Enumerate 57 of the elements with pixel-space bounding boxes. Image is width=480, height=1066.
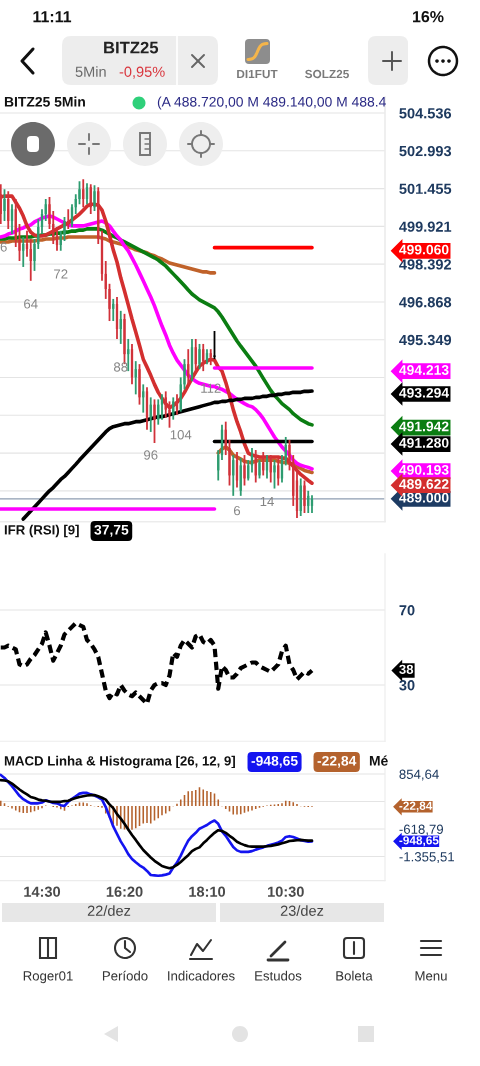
text: 37,75 <box>94 524 129 537</box>
y-tick-label: 495.349 <box>399 334 452 346</box>
y-tick-label: 854,64 <box>399 769 439 781</box>
chart-subtitle: (A 488.720,00 M 489.140,00 M 488.4 <box>157 96 386 110</box>
text: Roger01 <box>23 971 73 984</box>
x-tick-label: 16:20 <box>106 886 143 897</box>
text: Estudos <box>255 970 302 981</box>
text: Boleta <box>336 970 373 981</box>
x-tick-label: 14:30 <box>24 886 61 897</box>
y2-tick-label: 489.622 <box>399 479 449 489</box>
text: -948,65 <box>251 755 298 768</box>
text: -0,95% <box>119 66 165 79</box>
y-tick-label: -1.355,51 <box>399 852 454 864</box>
chart-title: MACD Linha & Histograma [26, 12, 9] <box>4 755 235 769</box>
text: 23/dez <box>280 905 324 916</box>
y-tick-label: 499.921 <box>399 221 452 232</box>
chart-title: IFR (RSI) [9] <box>4 524 79 538</box>
ref-line-label: 489.000 <box>399 492 449 503</box>
text: Indicadores <box>168 970 235 981</box>
y-tick-label: -618,79 <box>399 824 444 836</box>
y2-tick-label: 494.213 <box>399 365 449 375</box>
text: SOLZ25 <box>305 69 349 79</box>
y-tick-label: 502.993 <box>399 145 452 157</box>
text: -948,65 <box>399 836 439 847</box>
text: -22,84 <box>317 755 357 768</box>
y-tick-label: 30 <box>399 680 415 691</box>
text: Mé <box>369 755 388 766</box>
text: 5Min <box>75 66 106 77</box>
y-tick-label: 501.455 <box>399 183 452 195</box>
text: Período <box>102 970 148 981</box>
x-tick-label: 10:30 <box>268 886 304 897</box>
y-tick-label: 498.392 <box>399 259 452 270</box>
text: 6 <box>0 242 7 252</box>
text: Menu <box>415 971 447 981</box>
text: 16% <box>413 10 444 23</box>
text: 38 <box>399 664 414 675</box>
y2-tick-label: 491.280 <box>399 437 449 448</box>
text: 72 <box>54 269 68 279</box>
y-tick-label: 504.536 <box>399 108 452 119</box>
text: DI1FUT <box>237 69 278 79</box>
text: 14 <box>260 497 274 507</box>
text: 11:11 <box>33 11 72 23</box>
text: 22/dez <box>87 905 131 916</box>
y2-tick-label: 490.193 <box>399 464 449 475</box>
y2-tick-label: 493.294 <box>399 387 450 398</box>
x-tick-label: 18:10 <box>189 886 226 897</box>
y-tick-label: 496.868 <box>399 297 452 308</box>
text: -22,84 <box>399 801 433 812</box>
y-tick-label: 70 <box>399 605 415 616</box>
chart-title: BITZ25 5Min <box>4 96 85 107</box>
y2-tick-label: 491.942 <box>399 421 449 432</box>
text: 6 <box>233 505 241 516</box>
y2-tick-label: 499.060 <box>399 244 449 255</box>
text: 64 <box>24 299 38 309</box>
text: 104 <box>170 430 192 440</box>
text: 96 <box>144 450 158 460</box>
text: BITZ25 <box>104 41 159 54</box>
